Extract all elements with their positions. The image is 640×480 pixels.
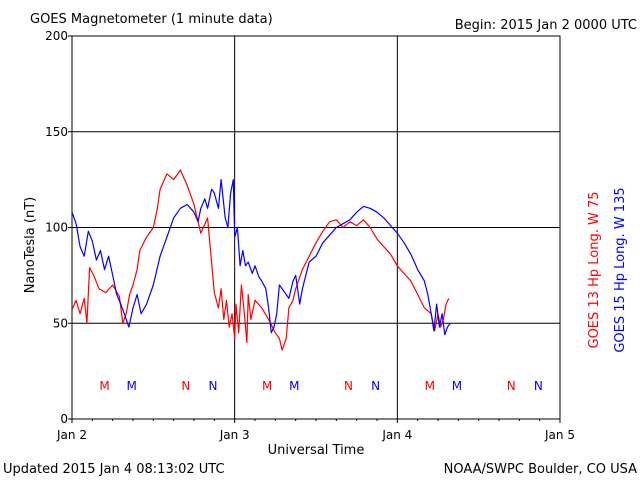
y-tick-label: 200 [45, 29, 68, 43]
axis-ticks: 0 50 100 150 200 Jan 2 Jan 3 Jan 4 Jan 5 [45, 29, 575, 442]
noon-marker: N [507, 379, 516, 393]
midnight-marker: M [262, 379, 272, 393]
source-credit: NOAA/SWPC Boulder, CO USA [444, 462, 637, 477]
y-tick-label: 150 [45, 125, 68, 139]
x-tick-label: Jan 4 [381, 428, 412, 442]
series-lines [71, 169, 451, 351]
x-tick-label: Jan 3 [219, 428, 250, 442]
series-line-goes13 [71, 169, 450, 351]
x-tick-label: Jan 5 [544, 428, 575, 442]
grid [71, 35, 561, 420]
midnight-marker: M [425, 379, 435, 393]
midnight-marker: M [126, 379, 136, 393]
legend-goes15: GOES 15 Hp Long. W 135 [613, 187, 628, 352]
series-line-goes15 [71, 179, 451, 336]
noon-marker: N [181, 379, 190, 393]
noon-marker: N [534, 379, 543, 393]
noon-marker: N [371, 379, 380, 393]
y-tick-label: 100 [45, 221, 68, 235]
midnight-marker: M [452, 379, 462, 393]
midnight-marker: M [289, 379, 299, 393]
x-tick-label: Jan 2 [56, 428, 87, 442]
x-axis-label: Universal Time [268, 443, 365, 458]
begin-label: Begin: 2015 Jan 2 0000 UTC [455, 18, 637, 33]
y-tick-label: 50 [53, 316, 68, 330]
chart-title: GOES Magnetometer (1 minute data) [30, 12, 273, 27]
midnight-marker: M [99, 379, 109, 393]
updated-timestamp: Updated 2015 Jan 4 08:13:02 UTC [3, 462, 225, 477]
noon-marker: N [208, 379, 217, 393]
y-tick-label: 0 [60, 412, 68, 426]
noon-marker: N [344, 379, 353, 393]
y-axis-label: NanoTesla (nT) [23, 197, 38, 293]
legend-goes13: GOES 13 Hp Long. W 75 [587, 192, 602, 349]
